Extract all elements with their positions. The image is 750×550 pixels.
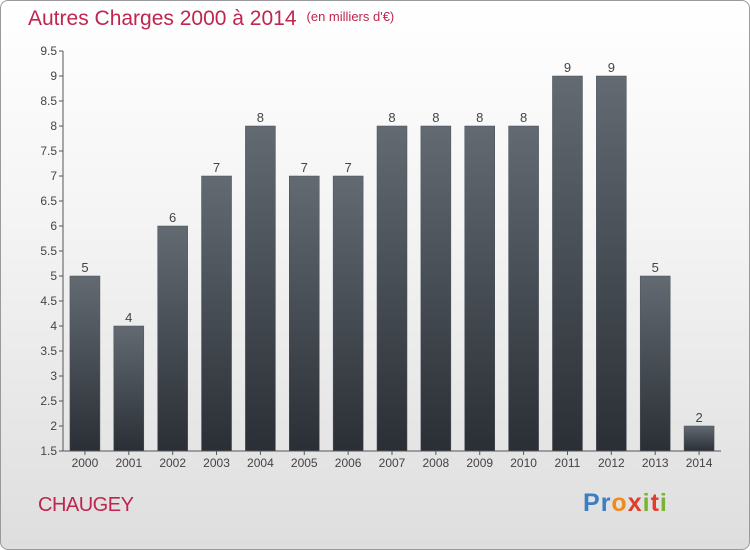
bar-2010: [508, 125, 539, 452]
logo-letter: t: [650, 489, 660, 517]
x-tick-label-2010: 2010: [510, 456, 537, 470]
data-label-2011: 9: [564, 60, 571, 75]
data-label-2014: 2: [695, 410, 702, 425]
y-tick-label: 5: [50, 269, 57, 283]
logo-letter: r: [600, 489, 612, 517]
logo-letter: i: [659, 489, 668, 517]
data-label-2001: 4: [125, 310, 132, 325]
y-tick-label: 7.5: [40, 144, 57, 158]
data-label-2013: 5: [652, 260, 659, 275]
data-label-2009: 8: [476, 110, 483, 125]
y-tick-label: 9: [50, 69, 57, 83]
data-label-2007: 8: [388, 110, 395, 125]
x-tick-label-2014: 2014: [686, 456, 713, 470]
x-tick-label-2000: 2000: [72, 456, 99, 470]
y-tick-label: 4: [50, 319, 57, 333]
bar-2006: [332, 175, 364, 452]
x-tick-label-2001: 2001: [115, 456, 142, 470]
y-tick-label: 3: [50, 369, 57, 383]
bar-2001: [113, 325, 145, 452]
bar-2011: [552, 75, 583, 452]
bar-2009: [464, 125, 495, 452]
data-label-2006: 7: [345, 160, 352, 175]
x-tick-label-2004: 2004: [247, 456, 274, 470]
y-tick-label: 5.5: [40, 244, 57, 258]
x-tick-label-2013: 2013: [642, 456, 669, 470]
logo-letter: i: [642, 489, 651, 517]
data-label-2004: 8: [257, 110, 264, 125]
chart-title-text: Autres Charges 2000 à 2014: [28, 7, 297, 30]
bar-2008: [420, 125, 452, 452]
y-tick-label: 6: [50, 219, 57, 233]
logo-letter: o: [611, 489, 628, 517]
logo-letter: P: [583, 489, 601, 517]
data-label-2000: 5: [81, 260, 88, 275]
proxiti-logo: Proxiti: [583, 489, 668, 518]
bar-2004: [245, 125, 276, 452]
y-tick-label: 7: [50, 169, 57, 183]
data-label-2010: 8: [520, 110, 527, 125]
x-tick-label-2002: 2002: [159, 456, 186, 470]
bar-2012: [596, 75, 627, 452]
data-label-2008: 8: [432, 110, 439, 125]
x-tick-label-2011: 2011: [555, 456, 581, 470]
bar-2013: [639, 275, 671, 452]
y-tick-label: 6.5: [40, 194, 57, 208]
y-tick-label: 1.5: [40, 444, 57, 458]
x-tick-label-2006: 2006: [335, 456, 362, 470]
x-tick-label-2003: 2003: [203, 456, 230, 470]
y-tick-label: 4.5: [40, 294, 57, 308]
data-label-2012: 9: [608, 60, 615, 75]
x-tick-label-2005: 2005: [291, 456, 318, 470]
bar-2014: [683, 425, 715, 452]
data-label-2005: 7: [301, 160, 308, 175]
x-tick-label-2008: 2008: [423, 456, 450, 470]
x-tick-label-2012: 2012: [598, 456, 625, 470]
bars: 5 4 6 7 8 7 7 8 8 8 8 9 9 5 2: [69, 60, 715, 452]
bar-2005: [289, 175, 320, 452]
chart-title: Autres Charges 2000 à 2014 (en milliers d…: [28, 7, 394, 31]
commune-name: CHAUGEY: [38, 494, 134, 516]
bar-2003: [201, 175, 232, 452]
x-axis: 2000 2001 2002 2003 2004 2005 2006 2007 2008 2009…: [63, 450, 721, 470]
chart-unit: (en milliers d'€): [306, 9, 395, 24]
y-tick-label: 2: [50, 419, 57, 433]
bar-2007: [376, 125, 408, 452]
x-tick-label-2009: 2009: [466, 456, 493, 470]
y-tick-label: 8.5: [40, 94, 57, 108]
y-tick-label: 3.5: [40, 344, 57, 358]
bar-2002: [157, 225, 188, 452]
logo-letter: x: [627, 489, 643, 517]
y-tick-label: 2.5: [40, 394, 57, 408]
data-label-2003: 7: [213, 160, 220, 175]
bar-2000: [69, 275, 101, 452]
y-tick-label: 8: [50, 119, 57, 133]
x-tick-label-2007: 2007: [379, 456, 406, 470]
y-axis: 1.5 2 2.5 3 3.5 4 4.5 5 5.5 6 6.5 7 7.5 8 8.5 9 9.5: [40, 44, 64, 458]
y-tick-label: 9.5: [40, 44, 57, 58]
data-label-2002: 6: [169, 210, 176, 225]
